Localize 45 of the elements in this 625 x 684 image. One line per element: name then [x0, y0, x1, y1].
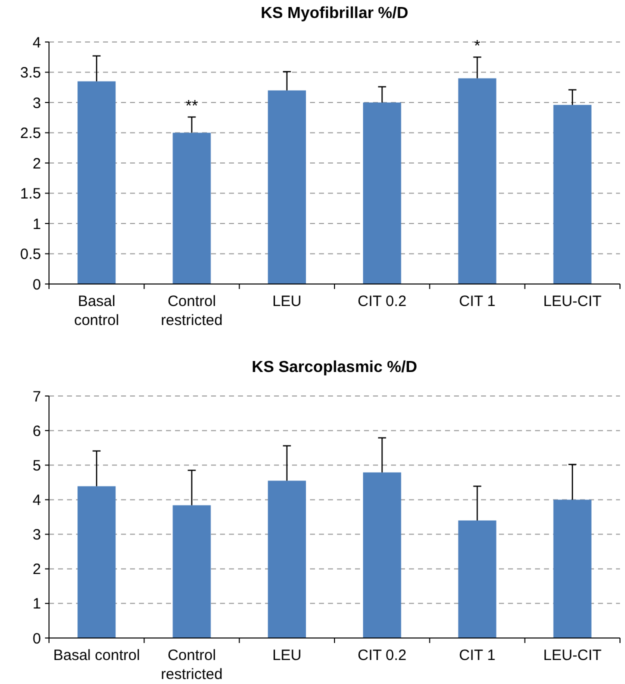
x-tick-label: Basal control	[53, 647, 140, 664]
x-tick-label: CIT 0.2	[358, 293, 407, 310]
bar	[458, 520, 496, 638]
x-tick-label: CIT 0.2	[358, 647, 407, 664]
y-tick-label: 0	[32, 276, 41, 294]
y-tick-label: 2.5	[20, 125, 41, 142]
x-tick-label: LEU	[272, 647, 302, 664]
bar	[78, 81, 116, 284]
bar	[458, 78, 496, 284]
annotation: **	[186, 98, 198, 116]
x-tick-label: CIT 1	[459, 293, 496, 310]
y-tick-label: 5	[32, 457, 41, 474]
y-tick-label: 3	[32, 94, 41, 112]
x-tick-label: CIT 1	[459, 647, 496, 664]
bar	[78, 486, 116, 638]
x-tick-label: LEU	[272, 293, 302, 310]
x-tick-label: Control restricted	[160, 293, 223, 329]
y-tick-label: 0	[32, 630, 41, 648]
bar	[172, 505, 211, 638]
annotation: *	[474, 38, 480, 56]
bar	[268, 480, 306, 638]
chart-title: KS Sarcoplasmic %/D	[252, 359, 418, 376]
bar	[172, 132, 211, 284]
y-tick-label: 4	[32, 34, 41, 52]
y-tick-label: 7	[32, 388, 41, 406]
bar	[553, 500, 592, 638]
y-tick-label: 2	[32, 561, 41, 578]
bar	[363, 102, 402, 284]
y-tick-label: 3	[32, 526, 41, 544]
y-tick-label: 1	[32, 596, 41, 613]
chart-title: KS Myofibrillar %/D	[260, 5, 408, 22]
y-tick-label: 1.5	[20, 186, 41, 202]
bar	[553, 104, 592, 284]
y-tick-label: 1	[32, 216, 41, 233]
y-tick-label: 6	[32, 422, 41, 440]
y-tick-label: 2	[32, 155, 41, 172]
x-tick-label: Control restricted	[160, 647, 223, 683]
x-tick-label: LEU-CIT	[543, 293, 602, 310]
x-tick-label: LEU-CIT	[543, 647, 602, 664]
x-tick-label: Basal control	[74, 293, 120, 329]
bar	[268, 90, 306, 284]
y-tick-label: 3.5	[20, 64, 41, 82]
bar	[363, 472, 402, 638]
y-tick-label: 0.5	[20, 246, 41, 263]
y-tick-label: 4	[32, 492, 41, 509]
